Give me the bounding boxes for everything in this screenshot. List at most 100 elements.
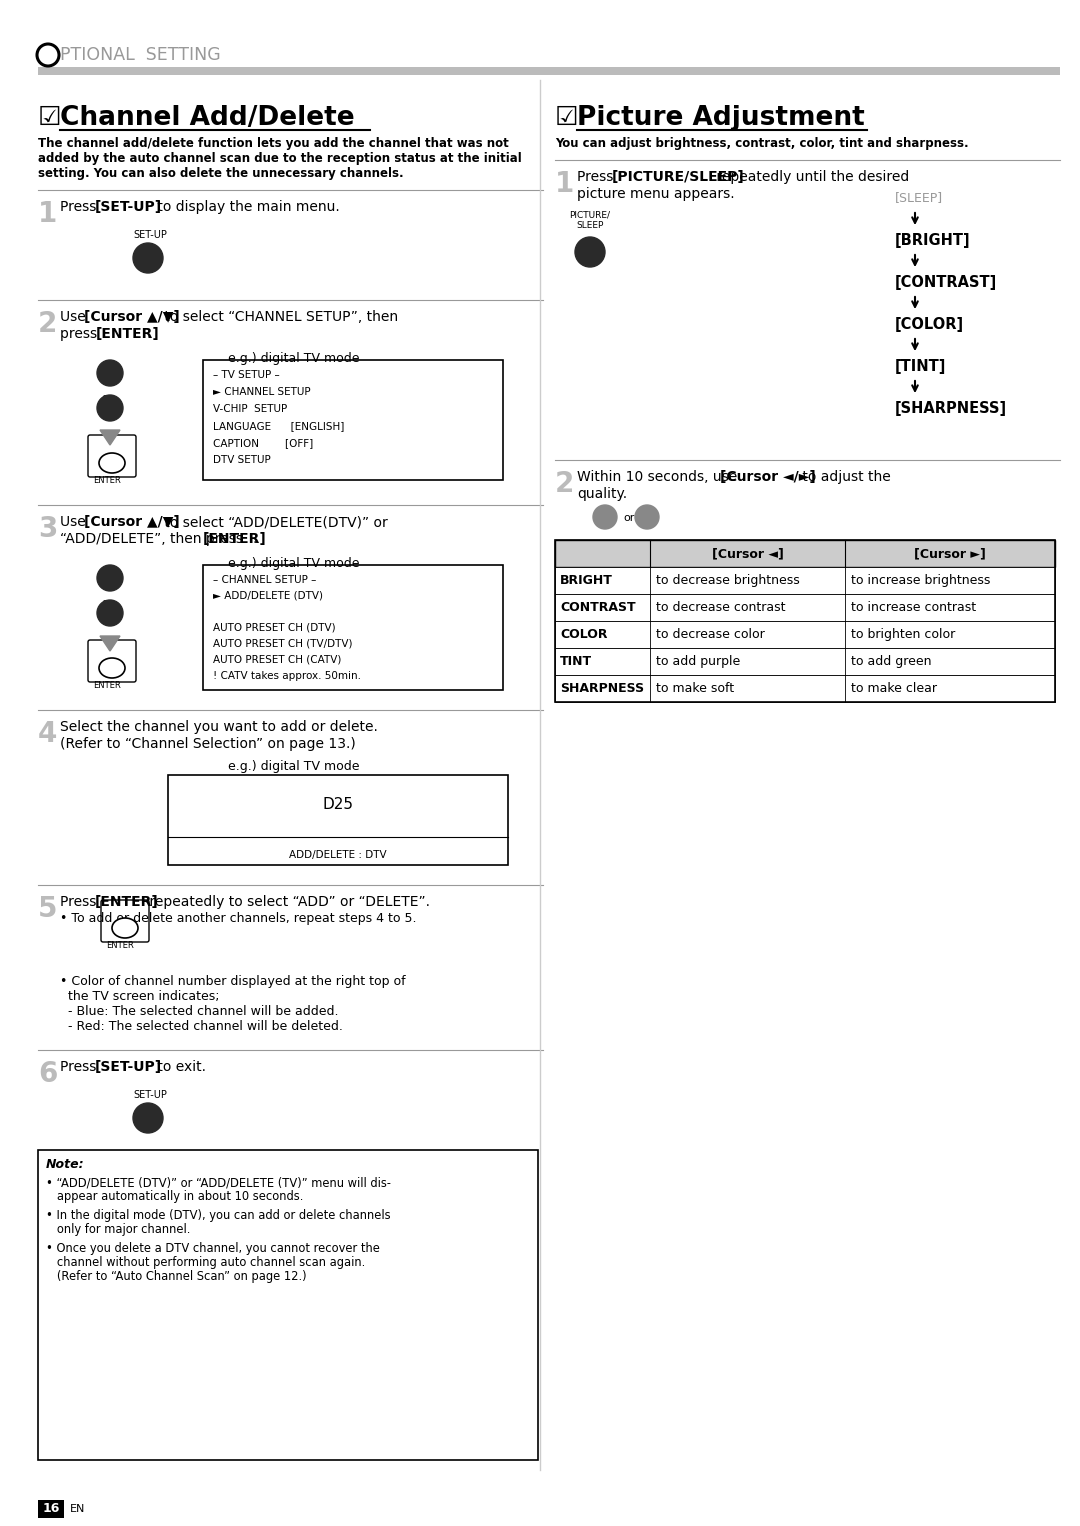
Circle shape (97, 395, 123, 421)
Text: – TV SETUP –: – TV SETUP – (213, 369, 280, 380)
Text: 16: 16 (42, 1503, 59, 1515)
Text: DTV SETUP: DTV SETUP (213, 455, 271, 465)
Text: [ENTER]: [ENTER] (203, 533, 267, 546)
Text: Use: Use (60, 514, 90, 530)
Text: quality.: quality. (577, 487, 627, 501)
Bar (555, 540, 1055, 568)
Text: 1: 1 (38, 200, 57, 227)
Text: [SHARPNESS]: [SHARPNESS] (895, 400, 1008, 415)
Text: ENTER: ENTER (106, 942, 134, 951)
Text: 5: 5 (38, 896, 57, 923)
Text: [SET-UP]: [SET-UP] (95, 1061, 162, 1074)
Text: setting. You can also delete the unnecessary channels.: setting. You can also delete the unneces… (38, 166, 404, 180)
Text: The channel add/delete function lets you add the channel that was not: The channel add/delete function lets you… (38, 137, 509, 150)
Text: [PICTURE/SLEEP]: [PICTURE/SLEEP] (612, 169, 745, 185)
Text: to select “CHANNEL SETUP”, then: to select “CHANNEL SETUP”, then (160, 310, 399, 324)
Text: 1: 1 (555, 169, 575, 198)
Text: BRIGHT: BRIGHT (561, 574, 612, 588)
Text: to make clear: to make clear (851, 682, 937, 694)
FancyBboxPatch shape (102, 900, 149, 942)
Text: 2: 2 (38, 310, 57, 337)
Text: 3: 3 (38, 514, 57, 543)
Text: repeatedly until the desired: repeatedly until the desired (712, 169, 909, 185)
Text: e.g.) digital TV mode: e.g.) digital TV mode (228, 760, 360, 774)
Circle shape (635, 505, 659, 530)
Text: [ENTER]: [ENTER] (95, 896, 159, 909)
Bar (555, 649, 1055, 674)
Text: You can adjust brightness, contrast, color, tint and sharpness.: You can adjust brightness, contrast, col… (555, 137, 969, 150)
Circle shape (97, 360, 123, 386)
Polygon shape (100, 636, 120, 652)
Text: (Refer to “Auto Channel Scan” on page 12.): (Refer to “Auto Channel Scan” on page 12… (46, 1270, 307, 1283)
Text: or: or (102, 598, 112, 607)
Text: to add purple: to add purple (656, 655, 740, 668)
Text: ENTER: ENTER (93, 681, 121, 690)
Text: 2: 2 (555, 470, 575, 497)
Text: TINT: TINT (561, 655, 592, 668)
Text: AUTO PRESET CH (DTV): AUTO PRESET CH (DTV) (213, 623, 336, 633)
Text: [Cursor ▲/▼]: [Cursor ▲/▼] (84, 310, 179, 324)
Circle shape (575, 237, 605, 267)
Ellipse shape (99, 658, 125, 678)
Ellipse shape (99, 453, 125, 473)
FancyBboxPatch shape (87, 639, 136, 682)
FancyBboxPatch shape (87, 435, 136, 478)
Text: SET-UP: SET-UP (133, 1090, 167, 1100)
Polygon shape (100, 430, 120, 446)
FancyBboxPatch shape (203, 360, 503, 481)
FancyBboxPatch shape (38, 1151, 538, 1460)
Text: LANGUAGE      [ENGLISH]: LANGUAGE [ENGLISH] (213, 421, 345, 430)
Text: to make soft: to make soft (656, 682, 734, 694)
Text: [SET-UP]: [SET-UP] (95, 200, 162, 214)
Text: • To add or delete another channels, repeat steps 4 to 5.: • To add or delete another channels, rep… (60, 913, 417, 925)
Text: - Blue: The selected channel will be added.: - Blue: The selected channel will be add… (60, 1006, 338, 1018)
Text: CAPTION        [OFF]: CAPTION [OFF] (213, 438, 313, 449)
Text: AUTO PRESET CH (CATV): AUTO PRESET CH (CATV) (213, 655, 341, 665)
Text: ADD/DELETE : DTV: ADD/DELETE : DTV (289, 850, 387, 861)
Text: PICTURE/: PICTURE/ (569, 211, 610, 220)
Text: to add green: to add green (851, 655, 931, 668)
Text: D25: D25 (323, 797, 353, 812)
Text: – CHANNEL SETUP –: – CHANNEL SETUP – (213, 575, 316, 584)
Text: PTIONAL  SETTING: PTIONAL SETTING (60, 46, 220, 64)
Text: repeatedly to select “ADD” or “DELETE”.: repeatedly to select “ADD” or “DELETE”. (145, 896, 430, 909)
Text: to increase contrast: to increase contrast (851, 601, 976, 613)
Circle shape (97, 600, 123, 626)
Circle shape (593, 505, 617, 530)
Text: [TINT]: [TINT] (895, 359, 946, 374)
Text: SHARPNESS: SHARPNESS (561, 682, 644, 694)
Text: SET-UP: SET-UP (133, 230, 167, 240)
Text: appear automatically in about 10 seconds.: appear automatically in about 10 seconds… (46, 1190, 303, 1202)
Bar (555, 568, 1055, 594)
Text: Picture Adjustment: Picture Adjustment (577, 105, 865, 131)
Text: 4: 4 (38, 720, 57, 748)
FancyBboxPatch shape (203, 565, 503, 690)
Text: to adjust the: to adjust the (798, 470, 891, 484)
Text: • Color of channel number displayed at the right top of: • Color of channel number displayed at t… (60, 975, 406, 987)
Text: Channel Add/Delete: Channel Add/Delete (60, 105, 354, 131)
Text: [CONTRAST]: [CONTRAST] (895, 275, 997, 290)
Text: [ENTER]: [ENTER] (96, 327, 160, 340)
Text: “ADD/DELETE”, then press: “ADD/DELETE”, then press (60, 533, 247, 546)
Text: CONTRAST: CONTRAST (561, 601, 636, 613)
Text: [Cursor ▲/▼]: [Cursor ▲/▼] (84, 514, 179, 530)
Text: to brighten color: to brighten color (851, 629, 955, 641)
Text: [Cursor ◄/►]: [Cursor ◄/►] (720, 470, 815, 484)
Text: channel without performing auto channel scan again.: channel without performing auto channel … (46, 1256, 365, 1270)
Text: picture menu appears.: picture menu appears. (577, 188, 734, 201)
Text: AUTO PRESET CH (TV/DTV): AUTO PRESET CH (TV/DTV) (213, 639, 352, 649)
Text: EN: EN (70, 1505, 85, 1514)
Text: [Cursor ◄]: [Cursor ◄] (712, 546, 783, 560)
Text: the TV screen indicates;: the TV screen indicates; (60, 990, 219, 1003)
Text: only for major channel.: only for major channel. (46, 1222, 190, 1236)
Text: to decrease color: to decrease color (656, 629, 765, 641)
Text: ► ADD/DELETE (DTV): ► ADD/DELETE (DTV) (213, 591, 323, 601)
Text: ► CHANNEL SETUP: ► CHANNEL SETUP (213, 388, 311, 397)
Bar (555, 540, 1055, 702)
Text: [COLOR]: [COLOR] (895, 316, 964, 331)
Text: added by the auto channel scan due to the reception status at the initial: added by the auto channel scan due to th… (38, 153, 522, 165)
FancyBboxPatch shape (168, 775, 508, 865)
Bar (555, 594, 1055, 621)
Text: .: . (146, 327, 150, 340)
Text: to exit.: to exit. (153, 1061, 206, 1074)
